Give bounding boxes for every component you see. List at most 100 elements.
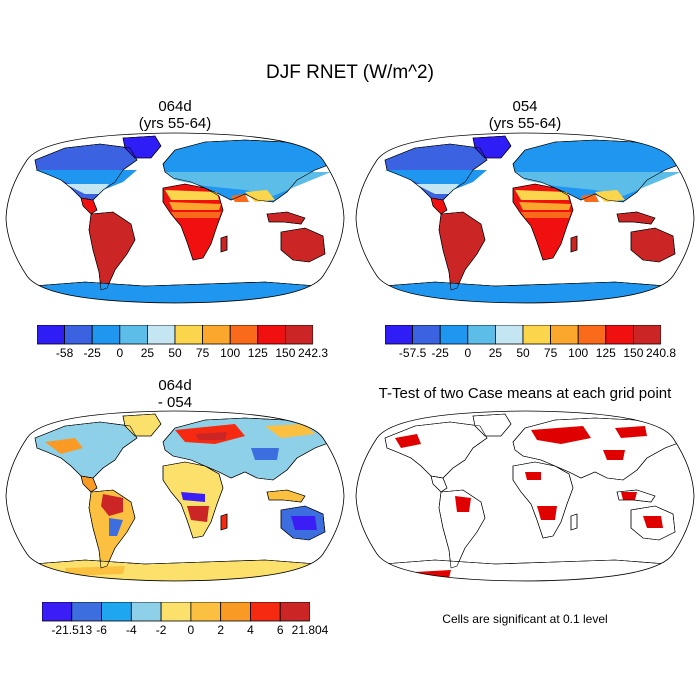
data-region (581, 194, 599, 202)
data-region (537, 506, 557, 520)
coastline-centralAm (80, 197, 98, 215)
coastline-southAmerica (88, 211, 136, 291)
colorbar-tick-label: -25 (83, 346, 101, 360)
coastline-indonesia (616, 489, 656, 503)
map-outline (5, 410, 345, 582)
continent-africa (512, 461, 574, 539)
continent-southAmerica (438, 211, 486, 291)
data-region (595, 190, 625, 202)
panel-title-top-left: 064d (yrs 55-64) (60, 98, 290, 132)
colorbar-tick-label: -21.513 (51, 623, 93, 637)
colorbar-segment (130, 602, 162, 622)
coastline-eurasia (162, 139, 332, 203)
coastline-greenland (472, 413, 512, 437)
data-region (291, 516, 317, 530)
colorbar-segment (279, 602, 310, 622)
colorbar-top-left (37, 325, 313, 345)
colorbar-segment (284, 325, 313, 345)
colorbar-segment (119, 325, 148, 345)
continent-madagascar (570, 235, 578, 253)
colorbar-tick-label: 2 (217, 623, 224, 637)
coastline-madagascar (220, 513, 228, 531)
coastline-africa (162, 183, 224, 261)
coastline-southAmerica (438, 489, 486, 569)
coastline-northAmerica (384, 421, 488, 479)
data-region (187, 506, 209, 522)
coastline-australia (630, 505, 676, 541)
data-region (165, 172, 331, 196)
data-region (615, 426, 647, 438)
data-region (245, 190, 275, 202)
colorbar-tick-label: 0 (464, 346, 472, 360)
colorbar-segment (439, 325, 469, 345)
colorbar-tick-label: 0 (187, 623, 195, 637)
data-region (515, 190, 569, 200)
data-region (603, 450, 625, 460)
colorbar-tick-label: -4 (125, 623, 137, 637)
data-region (101, 494, 123, 516)
map-panel-bottom-right (355, 410, 695, 582)
coastline-indonesia (616, 211, 656, 225)
colorbar-segment (385, 325, 414, 345)
data-region (385, 170, 487, 190)
data-region (35, 170, 137, 190)
data-region (181, 492, 205, 502)
colorbar-segment (91, 325, 121, 345)
map-content (378, 413, 682, 581)
coastline-madagascar (570, 513, 578, 531)
panel-title-line: 064d (158, 98, 192, 115)
colorbar-tick-label: 150 (623, 346, 644, 360)
coastline-southAmerica (438, 211, 486, 291)
data-region (251, 448, 279, 460)
panel-title-bottom-right: T-Test of two Case means at each grid po… (352, 385, 698, 402)
continent-australia (280, 227, 326, 263)
data-region (195, 432, 227, 440)
colorbar-tick-label: -6 (96, 623, 107, 637)
colorbar-tick-label: 0 (116, 346, 124, 360)
data-region (165, 190, 219, 200)
panel-title-top-right: 054 (yrs 55-64) (410, 98, 640, 132)
data-region (415, 184, 459, 194)
coastline-eurasia (512, 417, 682, 481)
continent-madagascar (570, 513, 578, 531)
colorbar-tick-label: 21.804 (291, 623, 329, 637)
continent-australia (630, 227, 676, 263)
data-region (455, 496, 471, 512)
colorbar-segment (220, 602, 251, 622)
colorbar-top-right (385, 325, 661, 345)
coastline-eurasia (512, 139, 682, 203)
colorbar-segment (467, 325, 496, 345)
map-outline (355, 410, 695, 582)
data-region (171, 212, 221, 218)
colorbar-segment (64, 325, 93, 345)
coastline-greenland (122, 135, 162, 159)
coastline-greenland (122, 413, 162, 437)
data-region (643, 516, 663, 528)
map-outline (355, 132, 695, 304)
map-content (28, 413, 332, 581)
data-region (525, 472, 541, 480)
significance-note: Cells are significant at 0.1 level (442, 612, 608, 626)
coastline-australia (280, 227, 326, 263)
coastline-centralAm (430, 475, 448, 493)
data-region (521, 212, 571, 218)
map-content (378, 135, 682, 303)
panel-title-line: - 054 (157, 394, 193, 411)
data-region (65, 566, 125, 576)
colorbar-tick-label: -25 (431, 346, 449, 360)
colorbar-segment (229, 325, 259, 345)
colorbar-tick-label: 6 (276, 623, 284, 637)
coastline-indonesia (266, 211, 306, 225)
panel-title-line: T-Test of two Case means at each grid po… (378, 385, 672, 402)
data-region (519, 202, 571, 210)
colorbar-labels-top-left: -58 -25 0 25 50 75 100 125 150 242.3 (37, 346, 328, 362)
data-region (231, 194, 249, 202)
data-region (265, 424, 315, 438)
data-region (515, 172, 681, 196)
coastline-indonesia (266, 489, 306, 503)
colorbar-tick-label: 100 (220, 346, 241, 360)
colorbar-segment (42, 602, 73, 622)
coastline-northAmerica (34, 143, 138, 201)
continent-southAmerica (88, 211, 136, 291)
panel-title-line: 054 (512, 98, 538, 115)
